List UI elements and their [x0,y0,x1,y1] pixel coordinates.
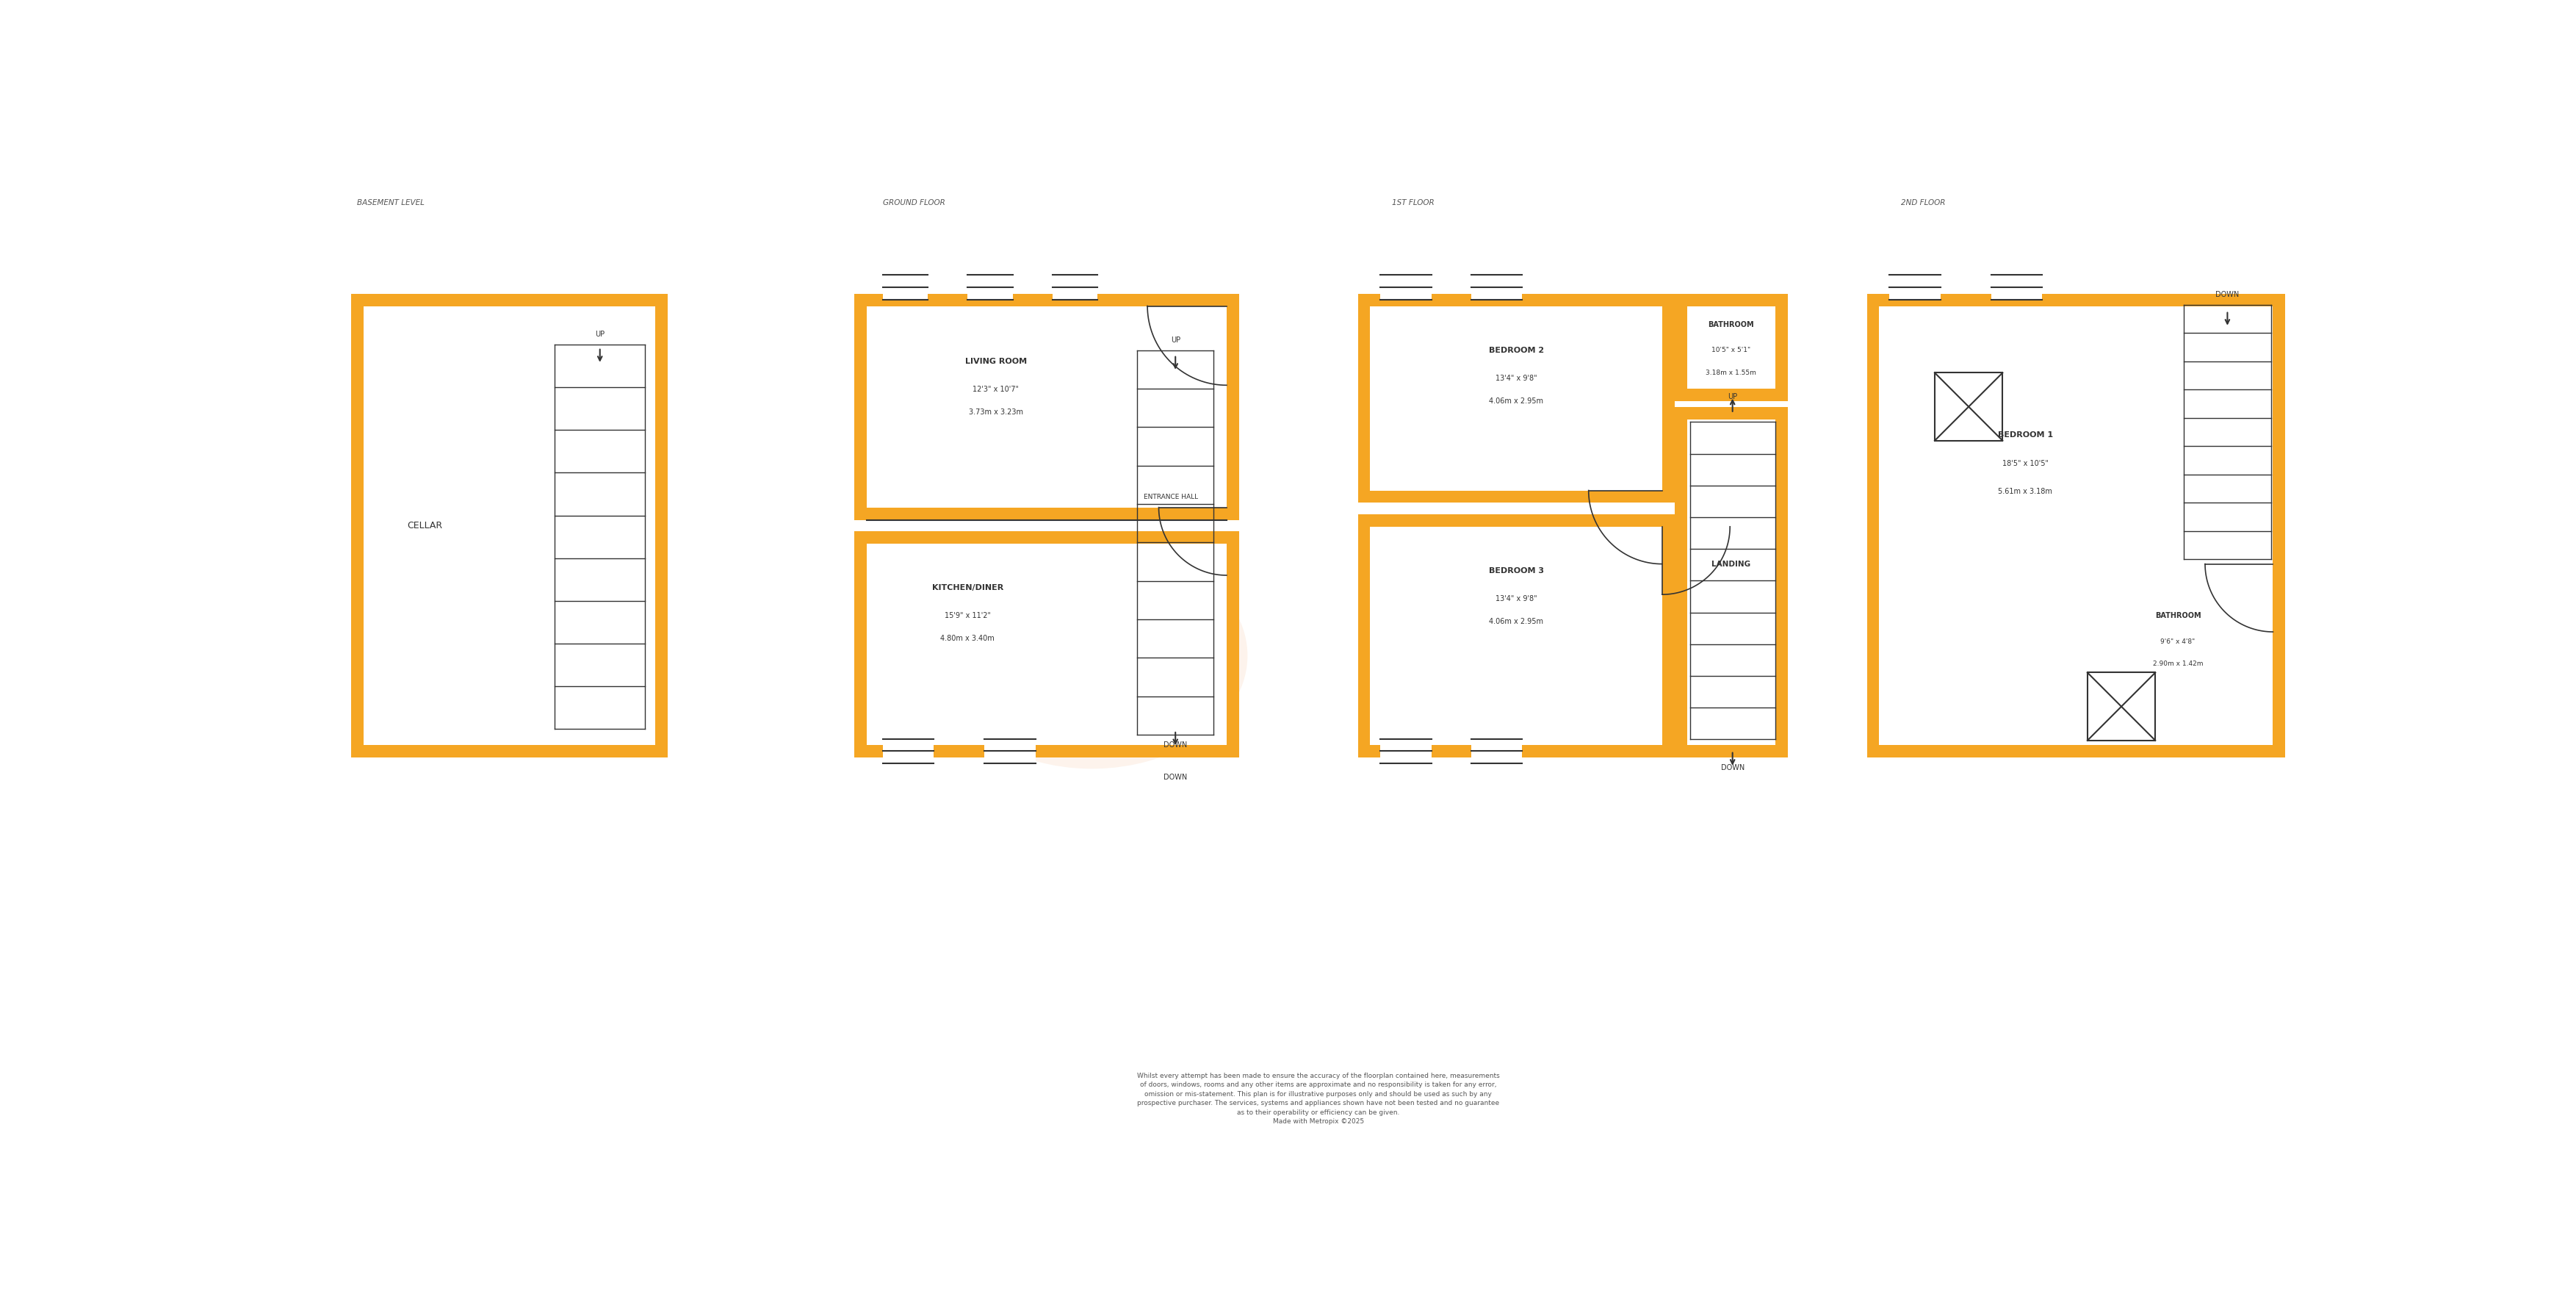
Bar [1370,306,1662,490]
Text: BATHROOM: BATHROOM [1708,321,1754,328]
Text: 4.06m x 2.95m: 4.06m x 2.95m [1489,398,1543,404]
Bar [1687,306,1775,389]
Text: DOWN: DOWN [1721,763,1744,771]
Text: DOWN: DOWN [1164,774,1188,781]
Text: LANDING: LANDING [1710,561,1752,568]
Text: 1ST FLOOR: 1ST FLOOR [1391,200,1435,207]
Text: 13'4" x 9'8": 13'4" x 9'8" [1497,595,1538,603]
Bar [1471,739,1522,763]
Text: 4.80m x 3.40m: 4.80m x 3.40m [940,635,994,643]
Bar [1674,294,1788,400]
Text: 9'6" x 4'8": 9'6" x 4'8" [2161,638,2195,645]
Bar [1888,275,1940,299]
Text: 5.61m x 3.18m: 5.61m x 3.18m [1999,487,2053,495]
Text: BEDROOM 1: BEDROOM 1 [1996,432,2053,438]
Bar [1868,294,2285,757]
Bar [2087,673,2156,740]
Text: 13'4" x 9'8": 13'4" x 9'8" [1497,375,1538,382]
Text: BEDROOM 3: BEDROOM 3 [1489,568,1543,574]
Text: UP: UP [1170,336,1180,343]
Text: 15'9" x 11'2": 15'9" x 11'2" [945,612,992,619]
Bar [855,294,1239,520]
Bar [1370,526,1662,745]
Text: BEDROOM 2: BEDROOM 2 [1489,346,1543,354]
Text: BASEMENT LEVEL: BASEMENT LEVEL [355,200,425,207]
Text: UP: UP [595,330,605,338]
Bar [1358,294,1674,503]
Text: ENTRANCE HALL: ENTRANCE HALL [1144,494,1198,500]
Text: 2ND FLOOR: 2ND FLOOR [1901,200,1945,207]
Text: 2.90m x 1.42m: 2.90m x 1.42m [2154,661,2202,667]
Bar [350,294,667,757]
Text: DOWN: DOWN [1164,741,1188,749]
Bar [1687,419,1775,745]
Text: 3.73m x 3.23m: 3.73m x 3.23m [969,408,1023,416]
Text: Day & Co: Day & Co [1066,665,1151,680]
Text: Whilst every attempt has been made to ensure the accuracy of the floorplan conta: Whilst every attempt has been made to en… [1136,1073,1499,1125]
Bar [1935,373,2002,441]
Bar [969,275,1012,299]
Text: 18'5" x 10'5": 18'5" x 10'5" [2002,460,2048,467]
Bar [363,306,654,745]
Bar [2084,588,2272,745]
Text: 3.18m x 1.55m: 3.18m x 1.55m [1705,369,1757,376]
Bar [2071,577,2285,757]
Bar [1358,515,1674,757]
Bar [1054,275,1097,299]
Ellipse shape [938,543,1247,769]
Bar [1674,407,1788,757]
Bar [984,739,1036,763]
Text: 4.06m x 2.95m: 4.06m x 2.95m [1489,618,1543,626]
Bar [884,739,933,763]
Text: LIVING ROOM: LIVING ROOM [966,358,1028,365]
Bar [1381,739,1432,763]
Text: KITCHEN/DINER: KITCHEN/DINER [933,584,1002,591]
Text: UP: UP [1728,393,1736,400]
Text: CELLAR: CELLAR [407,521,443,530]
Text: DOWN: DOWN [2215,292,2239,298]
Text: D: D [1090,607,1128,648]
Bar [1381,275,1432,299]
Bar [1471,275,1522,299]
Text: 10'5" x 5'1": 10'5" x 5'1" [1710,347,1752,354]
Text: 12'3" x 10'7": 12'3" x 10'7" [974,386,1020,394]
Bar [855,531,1239,757]
Bar [1991,275,2043,299]
Text: BATHROOM: BATHROOM [2156,612,2200,619]
Bar [868,306,1226,508]
Bar [868,543,1226,745]
Text: GROUND FLOOR: GROUND FLOOR [884,200,945,207]
Bar [1880,306,2272,745]
Bar [884,275,927,299]
